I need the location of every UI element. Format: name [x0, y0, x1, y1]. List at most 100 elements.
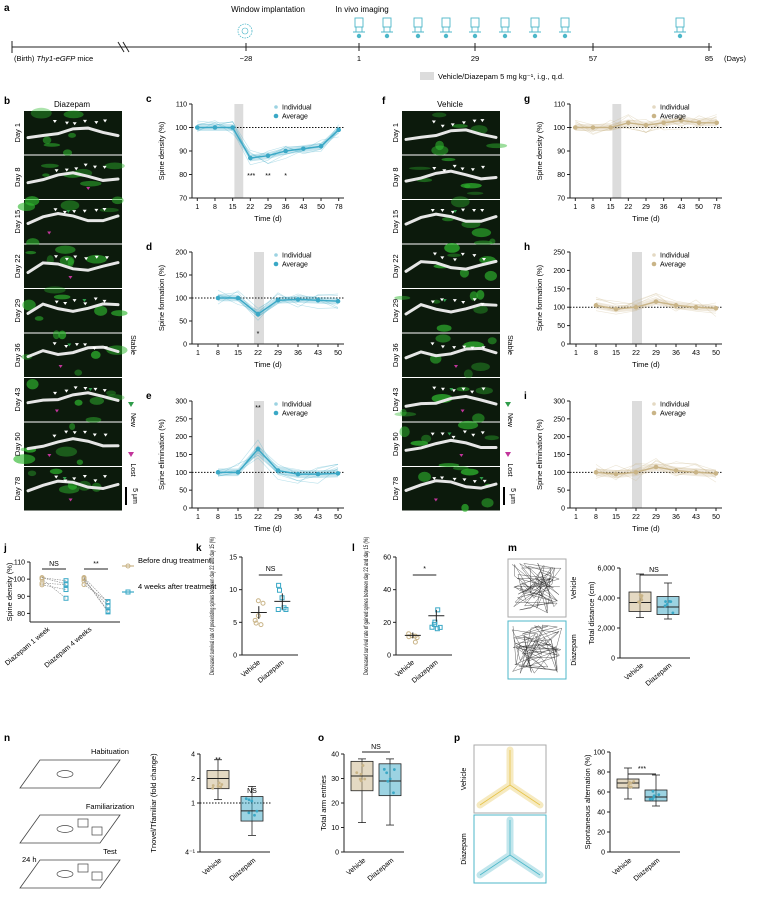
vehicle-point [363, 777, 367, 781]
day-label: Day 1 [13, 123, 22, 143]
data-point [255, 598, 261, 604]
pair-line [83, 578, 109, 612]
data-point [435, 607, 441, 613]
timeline-start-label: (Birth) Thy1-eGFP mice [14, 54, 93, 63]
stable-spine-marker [83, 302, 88, 306]
after-point [63, 595, 69, 601]
fluorescence-blob [60, 200, 80, 211]
y-axis-label: Total arm entries [319, 775, 328, 831]
microscope-stage [353, 27, 365, 33]
day-label: Day 50 [391, 432, 400, 456]
x-tick-label: 29 [652, 350, 660, 357]
movement-track [511, 624, 562, 674]
stable-spine-marker [440, 387, 445, 391]
stable-spine-marker [480, 302, 485, 306]
panel-a-timeline: a Window implantation In vivo imaging (B… [4, 3, 747, 81]
y-maze: Vehicle [461, 744, 547, 814]
mouse-head [443, 33, 449, 39]
category-label: Diazepam [257, 659, 286, 685]
legend-individual-marker [274, 105, 278, 109]
timeline-ticks: −28 1 29 57 85 [240, 43, 713, 63]
y-tick-label: 60 [597, 790, 605, 797]
treatment-shade [612, 104, 622, 198]
diazepam-images-title: Diazepam [54, 100, 90, 109]
stable-spine-marker [73, 255, 78, 259]
y-tick-label: 5 [233, 620, 237, 627]
x-tick-label: 43 [314, 350, 322, 357]
stable-spine-marker [62, 210, 67, 214]
fluorescence-blob [451, 124, 468, 128]
y-tick-label: 110 [176, 102, 187, 109]
average-point [283, 148, 288, 154]
dendrite [26, 261, 120, 275]
x-tick-label: 22 [246, 204, 254, 211]
panel-c-spine-density-diazepam: c 70 80 90 100 110 1 8 15 22 29 36 43 50 78 Time (d) Spi… [146, 94, 344, 223]
lost-spine-marker [47, 231, 52, 235]
legend-after-marker [125, 589, 131, 595]
panel-n-novel-object: n Habituation Familiarization Test 24 h 4⁻¹ 1 2… [4, 733, 272, 889]
dendrite [404, 394, 498, 408]
stable-spine-marker [83, 163, 88, 167]
y-tick-label: 100 [553, 305, 565, 312]
legend-individual-marker [652, 253, 656, 257]
pair-line [83, 584, 109, 602]
new-spine-marker [82, 299, 87, 302]
stable-spine-marker [480, 119, 485, 123]
stage-label: Familiarization [86, 802, 134, 811]
stable-spine-marker [461, 208, 466, 212]
x-tick-label: 22 [632, 514, 640, 521]
average-point [295, 297, 301, 302]
new-spine-marker [62, 477, 67, 480]
key-lost-label: Lost [129, 463, 136, 476]
legend-individual: Individual [660, 402, 690, 409]
x-tick-label: 15 [612, 350, 620, 357]
fluorescence-blob [394, 412, 417, 417]
microscope-body [560, 17, 570, 28]
fluorescence-blob [486, 143, 508, 149]
lost-spine-marker [47, 454, 52, 457]
legend-average-marker [273, 113, 279, 119]
x-axis-label: Time (d) [254, 360, 282, 369]
stable-spine-marker [471, 433, 476, 437]
x-tick-label: 15 [229, 204, 237, 211]
average-point [235, 295, 241, 301]
y-tick-label: 0 [183, 342, 187, 349]
image-tile: Day 29 [13, 286, 128, 333]
y-tick-label: 40 [331, 752, 339, 759]
y-tick-label: 200 [175, 434, 187, 441]
average-point [608, 125, 613, 130]
x-tick-label: 8 [216, 350, 220, 357]
legend-individual-marker [274, 402, 278, 406]
y-axis-label: Spine formation (%) [535, 264, 544, 331]
stable-spine-marker [74, 343, 79, 347]
microscope-body [470, 17, 480, 28]
stable-spine-marker [64, 168, 69, 172]
y-tick-label: 200 [175, 250, 187, 257]
fluorescence-blob [476, 289, 485, 300]
new-spine-marker [449, 388, 454, 391]
data-point [253, 620, 259, 626]
y-tick-label: 15 [229, 555, 237, 562]
average-point [653, 464, 659, 470]
dendrite [26, 345, 120, 359]
average-point [275, 468, 281, 473]
object-a [77, 818, 89, 828]
stable-spine-marker [450, 123, 455, 127]
dendrite [404, 438, 498, 452]
day-label: Day 29 [391, 299, 400, 323]
stable-spine-marker [92, 347, 97, 351]
panel-letter-c: c [146, 94, 152, 105]
category-label: Diazepam [411, 659, 440, 685]
x-tick-label: 1 [573, 204, 577, 211]
dendrite [404, 212, 498, 226]
individual-line [217, 455, 339, 477]
day-label: Day 43 [13, 388, 22, 412]
average-point [295, 471, 301, 477]
mouse-outline [56, 825, 74, 833]
stable-spine-marker [102, 389, 107, 393]
stable-spine-marker [430, 208, 435, 212]
mouse-head [502, 33, 508, 39]
microscope-stage [529, 27, 541, 33]
microscope-icon [469, 17, 481, 39]
